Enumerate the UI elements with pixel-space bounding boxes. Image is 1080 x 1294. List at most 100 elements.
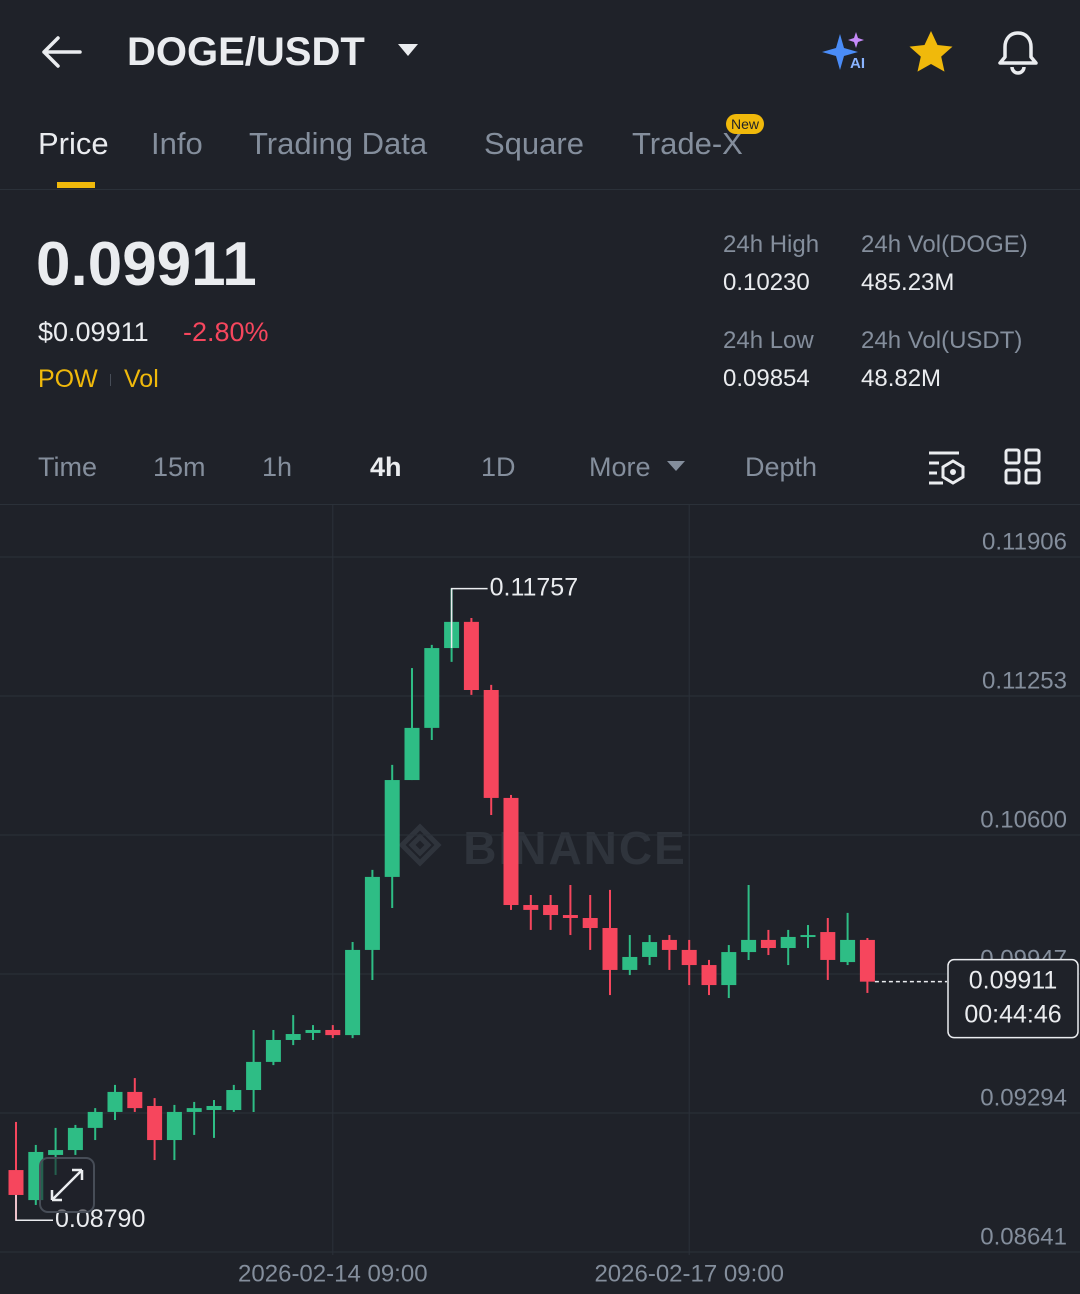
x-tick-label: 2026-02-14 09:00 bbox=[238, 1260, 428, 1287]
candle-body bbox=[681, 949, 697, 966]
candle-body bbox=[265, 1039, 281, 1062]
stat-label: 24h Low bbox=[723, 327, 814, 354]
candle-body bbox=[305, 1029, 321, 1033]
candle-body bbox=[384, 780, 400, 877]
candle-body bbox=[582, 918, 598, 929]
current-price-box bbox=[947, 958, 1079, 1039]
y-tick-label: 0.08641 bbox=[980, 1223, 1067, 1250]
candle-body bbox=[404, 727, 420, 781]
tab[interactable]: Price bbox=[38, 126, 109, 161]
tab-indicator bbox=[57, 182, 95, 188]
candle-body bbox=[147, 1105, 163, 1141]
candle-body bbox=[701, 965, 717, 986]
candle-body bbox=[859, 939, 875, 982]
watermark: BINANCE bbox=[463, 822, 687, 874]
candle-body bbox=[48, 1150, 64, 1155]
candle-body bbox=[345, 949, 361, 1036]
candle-body bbox=[562, 915, 578, 919]
candle-body bbox=[325, 1029, 341, 1036]
ai-icon[interactable]: AI bbox=[820, 30, 868, 74]
max-connector bbox=[450, 587, 488, 649]
price-change: -2.80% bbox=[183, 317, 269, 347]
min-connector bbox=[15, 1194, 53, 1222]
new-badge: New bbox=[726, 114, 765, 134]
tab[interactable]: Square bbox=[484, 126, 584, 161]
candle-body bbox=[8, 1170, 24, 1195]
candle-body bbox=[760, 939, 776, 949]
candle-body bbox=[166, 1111, 182, 1141]
dropdown-icon[interactable] bbox=[396, 42, 420, 58]
y-tick-label: 0.10600 bbox=[980, 806, 1067, 833]
candle-body bbox=[186, 1108, 202, 1112]
svg-text:AI: AI bbox=[850, 55, 865, 72]
candle-body bbox=[780, 936, 796, 949]
stat-value: 485.23M bbox=[861, 269, 955, 296]
candle-body bbox=[622, 956, 638, 970]
candle-body bbox=[463, 621, 479, 690]
candle-body bbox=[87, 1111, 103, 1128]
candlestick-chart: BINANCE0.119060.112530.106000.099470.092… bbox=[0, 505, 1080, 1287]
pair-title[interactable]: DOGE/USDT bbox=[127, 30, 365, 74]
candle-body bbox=[741, 939, 757, 953]
candle-body bbox=[503, 797, 519, 906]
interval[interactable]: 1h bbox=[262, 452, 293, 482]
interval[interactable]: More bbox=[589, 452, 651, 482]
candle-body bbox=[206, 1105, 222, 1111]
indicator-settings-icon[interactable] bbox=[926, 448, 966, 486]
favorite-star[interactable] bbox=[906, 28, 956, 76]
y-tick-label: 0.11253 bbox=[982, 667, 1067, 694]
layout-icon[interactable] bbox=[1004, 448, 1042, 486]
candle-body bbox=[602, 928, 618, 970]
candle-body bbox=[820, 932, 836, 960]
tag[interactable]: POW bbox=[38, 365, 98, 393]
interval[interactable]: 4h bbox=[370, 452, 402, 482]
interval[interactable]: 1D bbox=[481, 452, 516, 482]
candle-body bbox=[364, 876, 380, 950]
usd-price: $0.09911 bbox=[38, 317, 149, 347]
candle-body bbox=[127, 1091, 143, 1109]
candle-body bbox=[246, 1061, 262, 1091]
max-label: 0.11757 bbox=[490, 573, 579, 601]
tab[interactable]: Trading Data bbox=[249, 126, 428, 161]
bell-icon[interactable] bbox=[995, 28, 1041, 76]
back-arrow[interactable] bbox=[38, 32, 84, 72]
candle-body bbox=[543, 905, 559, 916]
candle-body bbox=[424, 648, 440, 728]
tab[interactable]: Trade-X bbox=[632, 126, 743, 161]
candle-body bbox=[483, 689, 499, 798]
stat-value: 48.82M bbox=[861, 365, 942, 392]
interval[interactable]: Depth bbox=[745, 452, 818, 482]
stat-label: 24h Vol(USDT) bbox=[861, 327, 1023, 354]
last-price: 0.09911 bbox=[36, 230, 257, 299]
tag[interactable]: Vol bbox=[124, 365, 159, 393]
stat-label: 24h High bbox=[723, 231, 820, 258]
candle-body bbox=[285, 1034, 301, 1040]
tab[interactable]: Info bbox=[151, 126, 203, 161]
interval[interactable]: Time bbox=[38, 452, 97, 482]
interval[interactable]: 15m bbox=[153, 452, 206, 482]
divider bbox=[0, 504, 1080, 505]
candle-body bbox=[107, 1091, 123, 1112]
candle-body bbox=[67, 1127, 83, 1151]
candle-body bbox=[661, 939, 677, 950]
y-tick-label: 0.09294 bbox=[980, 1084, 1067, 1111]
candle-body bbox=[523, 905, 539, 910]
y-tick-label: 0.11906 bbox=[982, 528, 1067, 555]
candle-body bbox=[642, 942, 658, 957]
x-tick-label: 2026-02-17 09:00 bbox=[594, 1260, 784, 1287]
expand-icon bbox=[50, 1168, 84, 1202]
dropdown-icon[interactable] bbox=[666, 460, 686, 472]
current-price-label: 0.09911 bbox=[969, 966, 1058, 994]
separator bbox=[110, 374, 111, 386]
stat-label: 24h Vol(DOGE) bbox=[861, 231, 1028, 258]
candle-body bbox=[226, 1090, 242, 1111]
stat-value: 0.09854 bbox=[723, 365, 810, 392]
candle-body bbox=[721, 952, 737, 986]
candle-body bbox=[840, 939, 856, 963]
watermark-logo bbox=[398, 823, 442, 867]
stat-value: 0.10230 bbox=[723, 269, 810, 296]
divider bbox=[0, 189, 1080, 190]
countdown-label: 00:44:46 bbox=[964, 1000, 1061, 1028]
candle-body bbox=[800, 935, 816, 938]
